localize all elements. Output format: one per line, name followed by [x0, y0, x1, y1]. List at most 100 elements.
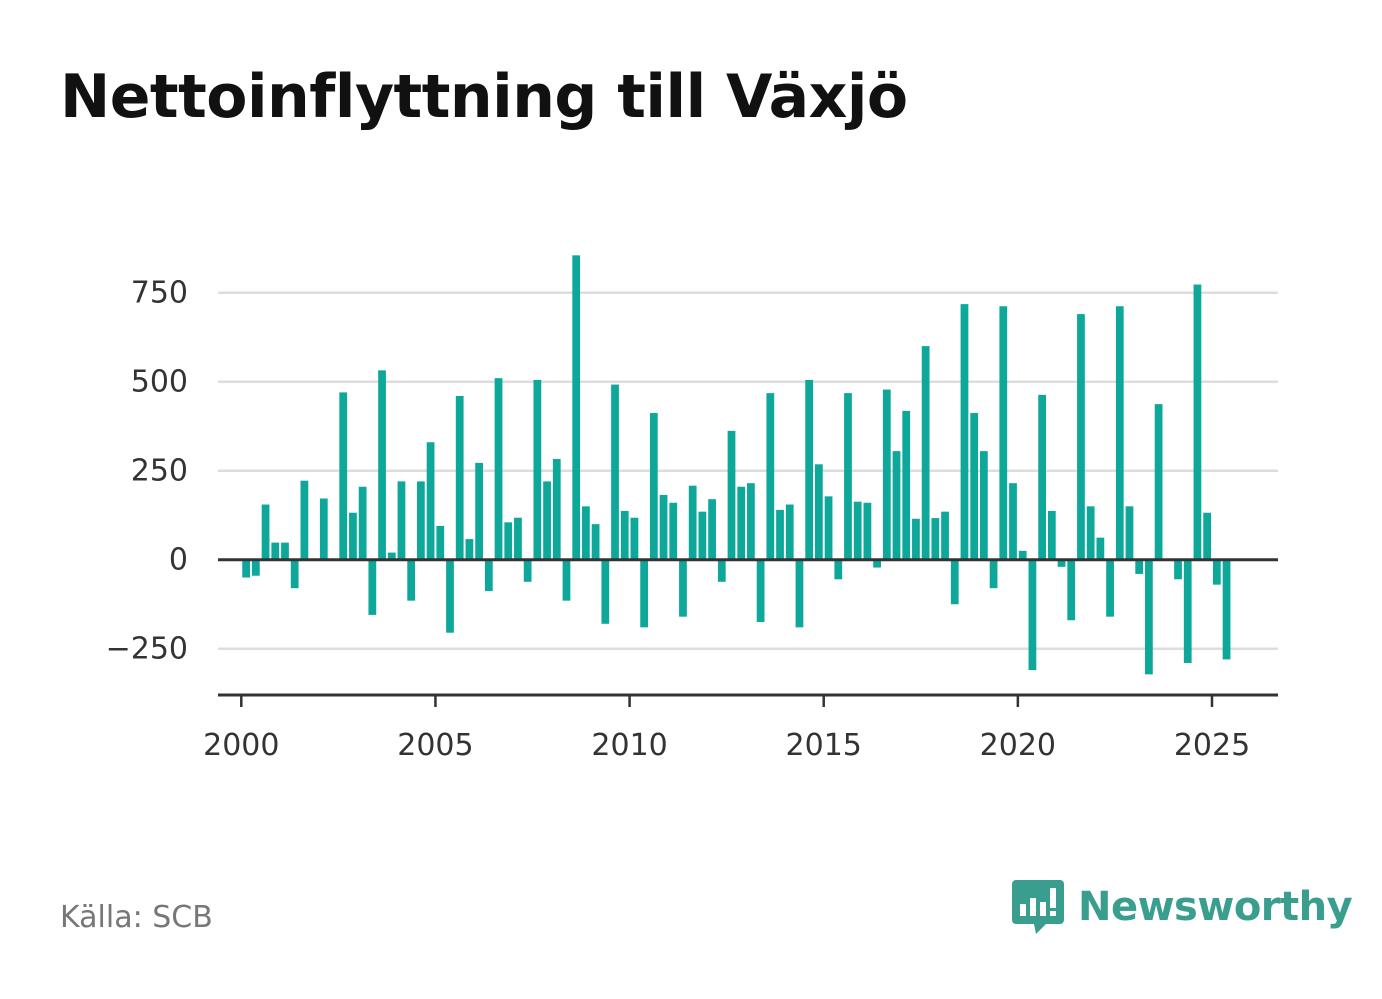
- bar: [708, 499, 716, 560]
- bar: [397, 481, 406, 560]
- bar: [1222, 559, 1231, 660]
- bar: [766, 393, 775, 560]
- bar: [989, 559, 998, 589]
- bar: [1145, 559, 1153, 675]
- bar: [756, 559, 765, 623]
- bar: [1038, 394, 1047, 560]
- bar: [1096, 537, 1105, 560]
- bar: [785, 504, 794, 560]
- bar: [1212, 559, 1221, 585]
- bar: [1067, 559, 1076, 621]
- x-tick-label: 2005: [397, 728, 473, 763]
- bar: [271, 542, 280, 560]
- bar: [950, 559, 959, 605]
- bar: [814, 464, 823, 560]
- bar: [543, 481, 551, 560]
- x-tick-label: 2010: [591, 728, 667, 763]
- bar: [426, 442, 435, 560]
- bar: [669, 502, 678, 560]
- bar: [737, 486, 746, 560]
- bar: [1115, 306, 1124, 560]
- bar: [387, 552, 396, 560]
- y-tick-label: 500: [131, 365, 188, 400]
- bar: [368, 559, 377, 615]
- bar: [591, 524, 600, 560]
- bar: [582, 506, 590, 560]
- bar: [873, 559, 881, 568]
- bar: [484, 559, 493, 592]
- bar: [1203, 512, 1212, 560]
- bar: [504, 522, 513, 560]
- bar: [892, 451, 901, 560]
- bar: [533, 379, 542, 560]
- bar: [378, 370, 386, 560]
- bar: [1135, 559, 1144, 574]
- bar: [941, 511, 949, 560]
- bar: [1125, 506, 1134, 560]
- bar: [339, 392, 348, 560]
- bar: [319, 498, 328, 560]
- bar: [1086, 506, 1095, 560]
- bar: [747, 483, 755, 560]
- bar: [620, 510, 629, 560]
- bar: [1183, 559, 1192, 663]
- bar: [688, 485, 697, 560]
- bar: [960, 304, 969, 560]
- x-tick-label: 2025: [1174, 728, 1250, 763]
- bar: [1047, 510, 1056, 560]
- bar: [523, 559, 532, 582]
- bar: [795, 559, 804, 628]
- bar: [912, 518, 920, 560]
- bar: [455, 395, 464, 560]
- bar: [1057, 559, 1066, 567]
- bar: [552, 458, 561, 560]
- bar: [630, 517, 639, 560]
- bar: [358, 486, 367, 560]
- y-tick-label: 250: [131, 454, 188, 489]
- chart-title: Nettoinflyttning till Växjö: [60, 62, 908, 132]
- bar: [494, 378, 503, 560]
- bar: [416, 481, 425, 560]
- bar: [1028, 559, 1037, 671]
- bar: [649, 413, 658, 560]
- bar: [572, 255, 581, 560]
- bar: [407, 559, 416, 601]
- bar: [999, 306, 1008, 560]
- bar: [659, 494, 668, 560]
- bar: [281, 542, 289, 560]
- bar: [882, 389, 891, 560]
- bar: [251, 559, 260, 576]
- bar: [902, 410, 911, 560]
- bar: [436, 525, 445, 560]
- source-note: Källa: SCB: [60, 900, 213, 935]
- bar: [863, 502, 872, 560]
- bar: [776, 509, 784, 560]
- bar: [1174, 559, 1182, 580]
- bar: [514, 517, 522, 560]
- bar: [844, 393, 852, 560]
- bar: [970, 413, 979, 560]
- bar: [1106, 559, 1114, 617]
- brand-name: Newsworthy: [1078, 884, 1353, 930]
- bar: [1193, 284, 1202, 560]
- y-tick-label: 750: [131, 276, 188, 311]
- bar: [465, 539, 474, 560]
- x-tick-label: 2015: [786, 728, 862, 763]
- bars: [242, 255, 1231, 675]
- y-axis-ticks: 750 500 250 0 −250: [106, 276, 188, 667]
- bar: [611, 384, 619, 560]
- x-axis-ticks: 2000 2005 2010 2015 2020 2025: [203, 695, 1250, 763]
- bar: [1154, 404, 1163, 560]
- bar: [727, 430, 736, 560]
- bar: [242, 559, 251, 578]
- y-tick-label: 0: [169, 543, 188, 578]
- bar: [1077, 314, 1085, 560]
- bar: [640, 559, 649, 628]
- bar: [853, 501, 862, 560]
- bar: [824, 496, 833, 560]
- bar: [717, 559, 726, 582]
- newsworthy-logo: Newsworthy: [1010, 876, 1353, 938]
- bar: [562, 559, 571, 601]
- bar: [261, 504, 270, 560]
